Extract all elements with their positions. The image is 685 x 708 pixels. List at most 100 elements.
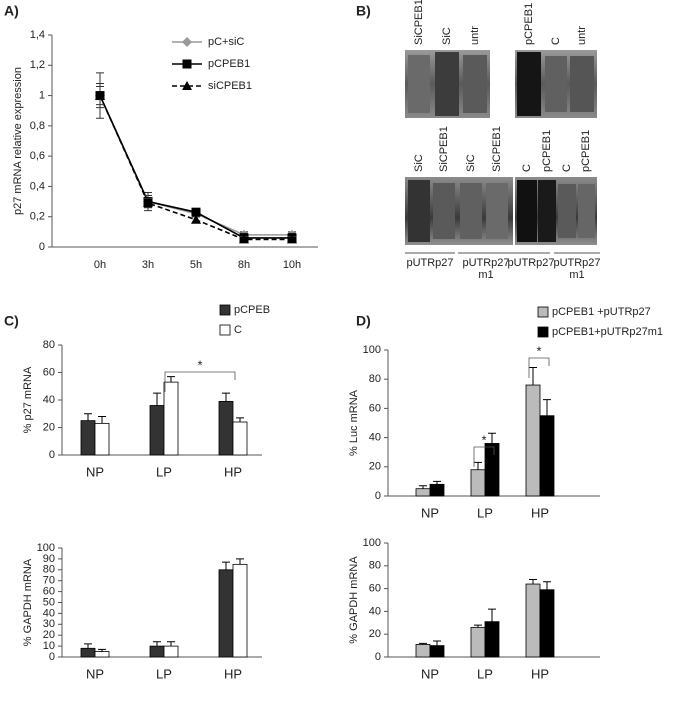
legend-label: pCPEB1 +pUTRp27 xyxy=(552,306,651,318)
x-tick-label: HP xyxy=(531,505,549,520)
annotation: * xyxy=(481,432,486,447)
error-bar xyxy=(529,578,537,585)
y-tick-label: 40 xyxy=(369,605,381,617)
group-label: m1 xyxy=(569,269,584,281)
error-bar xyxy=(433,480,441,485)
group-label: m1 xyxy=(478,269,493,281)
y-tick-label: 1,4 xyxy=(30,29,45,41)
gel-lane xyxy=(578,184,595,238)
x-tick-label: NP xyxy=(421,666,439,681)
y-tick-label: 60 xyxy=(369,583,381,595)
error-bar xyxy=(98,648,106,652)
panel-label: D) xyxy=(356,313,371,329)
lane-label: pCPEB1 xyxy=(580,130,592,172)
legend-swatch xyxy=(537,326,549,338)
bar xyxy=(429,483,445,497)
bar xyxy=(415,644,431,658)
marker xyxy=(191,214,201,224)
bar xyxy=(163,645,179,658)
panel-label: C) xyxy=(4,313,19,329)
y-tick-label: 80 xyxy=(369,560,381,572)
significance-bracket xyxy=(164,371,236,392)
marker xyxy=(95,90,105,100)
gel-lane xyxy=(435,52,459,116)
error-bar xyxy=(236,417,244,422)
y-tick-label: 100 xyxy=(363,537,381,549)
bar xyxy=(484,443,500,497)
y-tick-label: 100 xyxy=(363,344,381,356)
bar xyxy=(94,651,110,658)
marker xyxy=(191,207,201,217)
group-label: pUTRp27 xyxy=(553,257,600,269)
legend-label: pC+siC xyxy=(208,36,244,48)
legend-swatch xyxy=(219,304,231,316)
y-tick-label: 40 xyxy=(43,394,55,406)
x-tick-label: LP xyxy=(477,666,493,681)
y-tick-label: 80 xyxy=(43,564,55,576)
error-bar xyxy=(153,392,161,406)
error-bar xyxy=(488,432,496,444)
y-tick-label: 0 xyxy=(375,490,381,502)
gel-lane xyxy=(408,180,430,242)
error-bar xyxy=(543,399,551,416)
x-tick-label: NP xyxy=(86,666,104,681)
bar xyxy=(539,415,555,497)
annotation: * xyxy=(536,343,541,358)
gel-lane xyxy=(460,183,482,239)
y-tick-label: 60 xyxy=(43,366,55,378)
x-tick-label: 0h xyxy=(94,259,106,271)
bar xyxy=(525,384,541,497)
gel-lane xyxy=(486,183,508,239)
y-tick-label: 0 xyxy=(375,651,381,663)
y-tick-label: 50 xyxy=(43,596,55,608)
error-bar xyxy=(84,413,92,421)
bar xyxy=(218,400,234,456)
y-tick-label: 70 xyxy=(43,575,55,587)
lane-label: pCPEB1 xyxy=(541,130,553,172)
panel-label: A) xyxy=(4,3,19,19)
error-bar xyxy=(222,392,230,402)
bar xyxy=(470,626,486,658)
bar xyxy=(94,422,110,456)
lane-label: untr xyxy=(576,26,588,45)
marker xyxy=(287,234,297,244)
lane-label: SiC xyxy=(441,27,453,45)
panel-label: B) xyxy=(356,3,371,19)
y-tick-label: 40 xyxy=(43,607,55,619)
y-tick-label: 20 xyxy=(43,421,55,433)
legend-label: C xyxy=(234,324,242,336)
y-tick-label: 1,2 xyxy=(30,59,45,71)
marker xyxy=(239,234,249,244)
y-tick-label: 0,6 xyxy=(30,150,45,162)
error-bar xyxy=(84,643,92,649)
x-tick-label: 3h xyxy=(142,259,154,271)
group-label: pUTRp27 xyxy=(406,257,453,269)
y-axis-label: p27 mRNA relative expression xyxy=(12,67,24,215)
gel-lane xyxy=(433,183,455,239)
y-tick-label: 1 xyxy=(39,89,45,101)
bar xyxy=(232,421,248,456)
gel-lane xyxy=(558,184,576,238)
bar xyxy=(415,488,431,497)
marker xyxy=(182,59,192,69)
y-tick-label: 60 xyxy=(369,402,381,414)
marker xyxy=(182,81,192,90)
marker xyxy=(143,198,153,208)
error-bar xyxy=(419,485,427,489)
error-bar xyxy=(98,416,106,424)
error-bar xyxy=(419,642,427,645)
y-tick-label: 90 xyxy=(43,553,55,565)
gel-lane xyxy=(463,55,487,113)
lane-label: SiCPEB1 xyxy=(491,126,503,172)
x-tick-label: NP xyxy=(86,464,104,479)
legend-swatch xyxy=(219,324,231,336)
y-axis-label: % GAPDH mRNA xyxy=(22,558,34,646)
x-tick-label: LP xyxy=(477,505,493,520)
legend-label: pCPEB xyxy=(234,304,270,316)
error-bar xyxy=(167,376,175,383)
x-tick-label: HP xyxy=(531,666,549,681)
y-axis-label: % p27 mRNA xyxy=(22,366,34,433)
y-tick-label: 30 xyxy=(43,618,55,630)
y-tick-label: 80 xyxy=(43,339,55,351)
bar xyxy=(80,647,96,658)
